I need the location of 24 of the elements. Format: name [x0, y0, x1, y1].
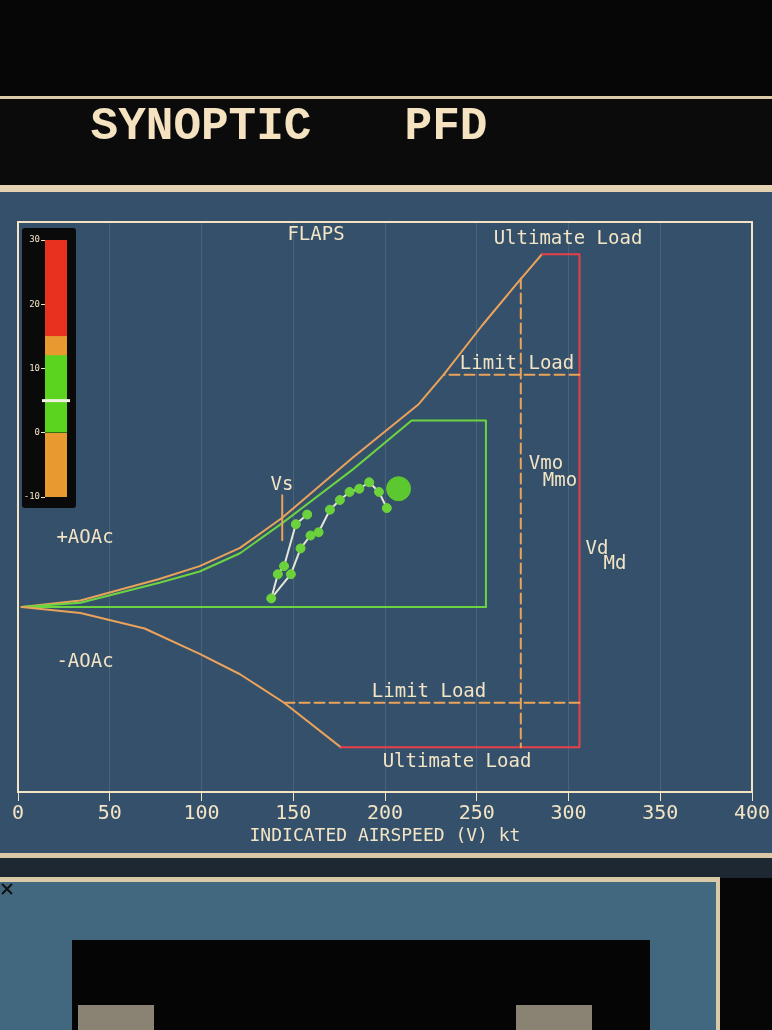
x-tick-label: 400 [733, 800, 771, 825]
x-tick-label: 250 [458, 800, 495, 825]
y-tick-label: 30 [29, 234, 40, 245]
x-tick-label: 150 [275, 800, 312, 825]
x-tick-label: 50 [97, 800, 122, 825]
annotation: Vs [270, 472, 294, 494]
x-axis-title: INDICATED AIRSPEED (V) kt [249, 823, 521, 845]
x-tick-label: 200 [366, 800, 404, 825]
y-tick-label: 20 [29, 298, 40, 309]
y-tick-label: 0 [34, 427, 40, 438]
x-tick-label: 100 [183, 800, 220, 825]
annotation: -AOAc [56, 649, 114, 671]
annotation: Ultimate Load [382, 749, 532, 771]
annotation: +AOAc [56, 525, 114, 547]
text: SYNOPTIC [90, 101, 312, 153]
x-tick-label: 300 [550, 800, 587, 825]
y-tick-label: 10 [29, 362, 40, 373]
annotation: Limit Load [371, 679, 487, 701]
x-tick-label: 350 [642, 800, 679, 825]
text: FLAPS [287, 222, 345, 244]
text: Ultimate Load [493, 226, 643, 248]
annotation: Limit Load [459, 351, 575, 373]
y-tick-label: -10 [23, 491, 40, 502]
text: PFD [404, 101, 488, 153]
